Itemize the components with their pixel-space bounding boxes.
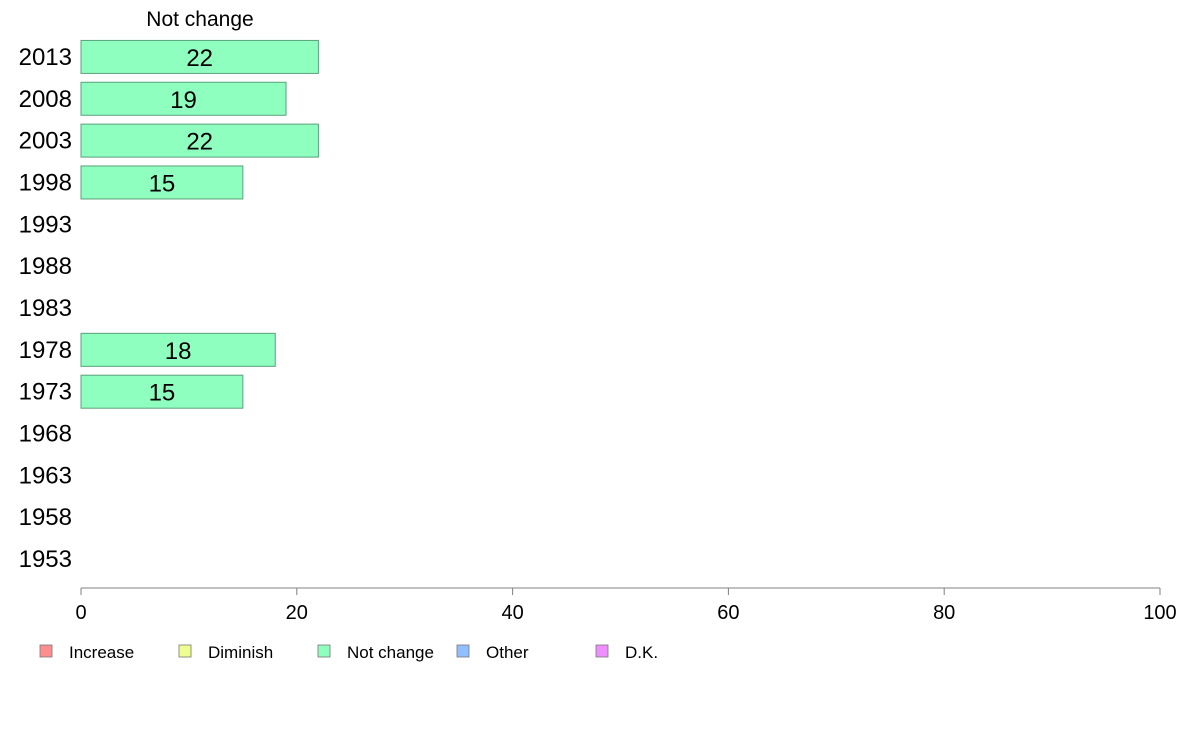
- bar-value-labels: 22 19 22 15 18 15: [149, 45, 213, 407]
- category-label-1988: 1988: [19, 253, 72, 280]
- bar-value-label-2013: 22: [186, 45, 213, 72]
- x-axis: 0 20 40 60 80 100: [75, 587, 1177, 624]
- category-label-1968: 1968: [19, 421, 72, 448]
- category-label-1973: 1973: [19, 379, 72, 406]
- bar-value-label-2003: 22: [186, 129, 213, 156]
- bar-1973: [80, 374, 244, 409]
- legend-label-1: Increase: [69, 643, 134, 662]
- bar-2013: [80, 39, 319, 74]
- bar-value-label-1973: 15: [149, 380, 176, 407]
- legend-label-5: D.K.: [625, 643, 658, 662]
- legend-swatch-2: [178, 644, 192, 658]
- category-label-1978: 1978: [19, 337, 72, 364]
- bar-value-label-2008: 19: [170, 87, 197, 114]
- x-tick-label-20: 20: [286, 602, 308, 624]
- legend-label-3: Not change: [347, 643, 434, 662]
- category-label-1983: 1983: [19, 295, 72, 322]
- bar-2008: [80, 81, 287, 116]
- bar-2003: [80, 123, 319, 158]
- legend: Increase Diminish Not change Other D.K.: [39, 643, 658, 662]
- x-tick-label-60: 60: [717, 602, 739, 624]
- category-label-2003: 2003: [19, 128, 72, 155]
- bars: [80, 39, 319, 409]
- bar-1998: [80, 165, 244, 200]
- legend-swatch-1: [39, 644, 53, 658]
- category-label-1998: 1998: [19, 169, 72, 196]
- bar-value-label-1998: 15: [149, 170, 176, 197]
- category-label-1958: 1958: [19, 504, 72, 531]
- legend-label-4: Other: [486, 643, 529, 662]
- bar-1978: [80, 332, 276, 367]
- category-label-1953: 1953: [19, 546, 72, 573]
- x-tick-label-80: 80: [933, 602, 955, 624]
- legend-swatch-4: [456, 644, 470, 658]
- category-label-1963: 1963: [19, 462, 72, 489]
- category-labels: 2013 2008 2003 1998 1993 1988 1983 1978 1973 1968…: [19, 44, 72, 573]
- legend-swatch-3: [317, 644, 331, 658]
- x-tick-label-100: 100: [1143, 602, 1176, 624]
- category-label-2013: 2013: [19, 44, 72, 71]
- legend-label-2: Diminish: [208, 643, 273, 662]
- panel-title: Not change: [146, 8, 253, 31]
- category-label-2008: 2008: [19, 86, 72, 113]
- category-label-1993: 1993: [19, 211, 72, 238]
- x-tick-label-40: 40: [501, 602, 523, 624]
- legend-swatch-5: [595, 644, 609, 658]
- bar-value-label-1978: 18: [165, 338, 192, 365]
- x-tick-label-0: 0: [75, 602, 86, 624]
